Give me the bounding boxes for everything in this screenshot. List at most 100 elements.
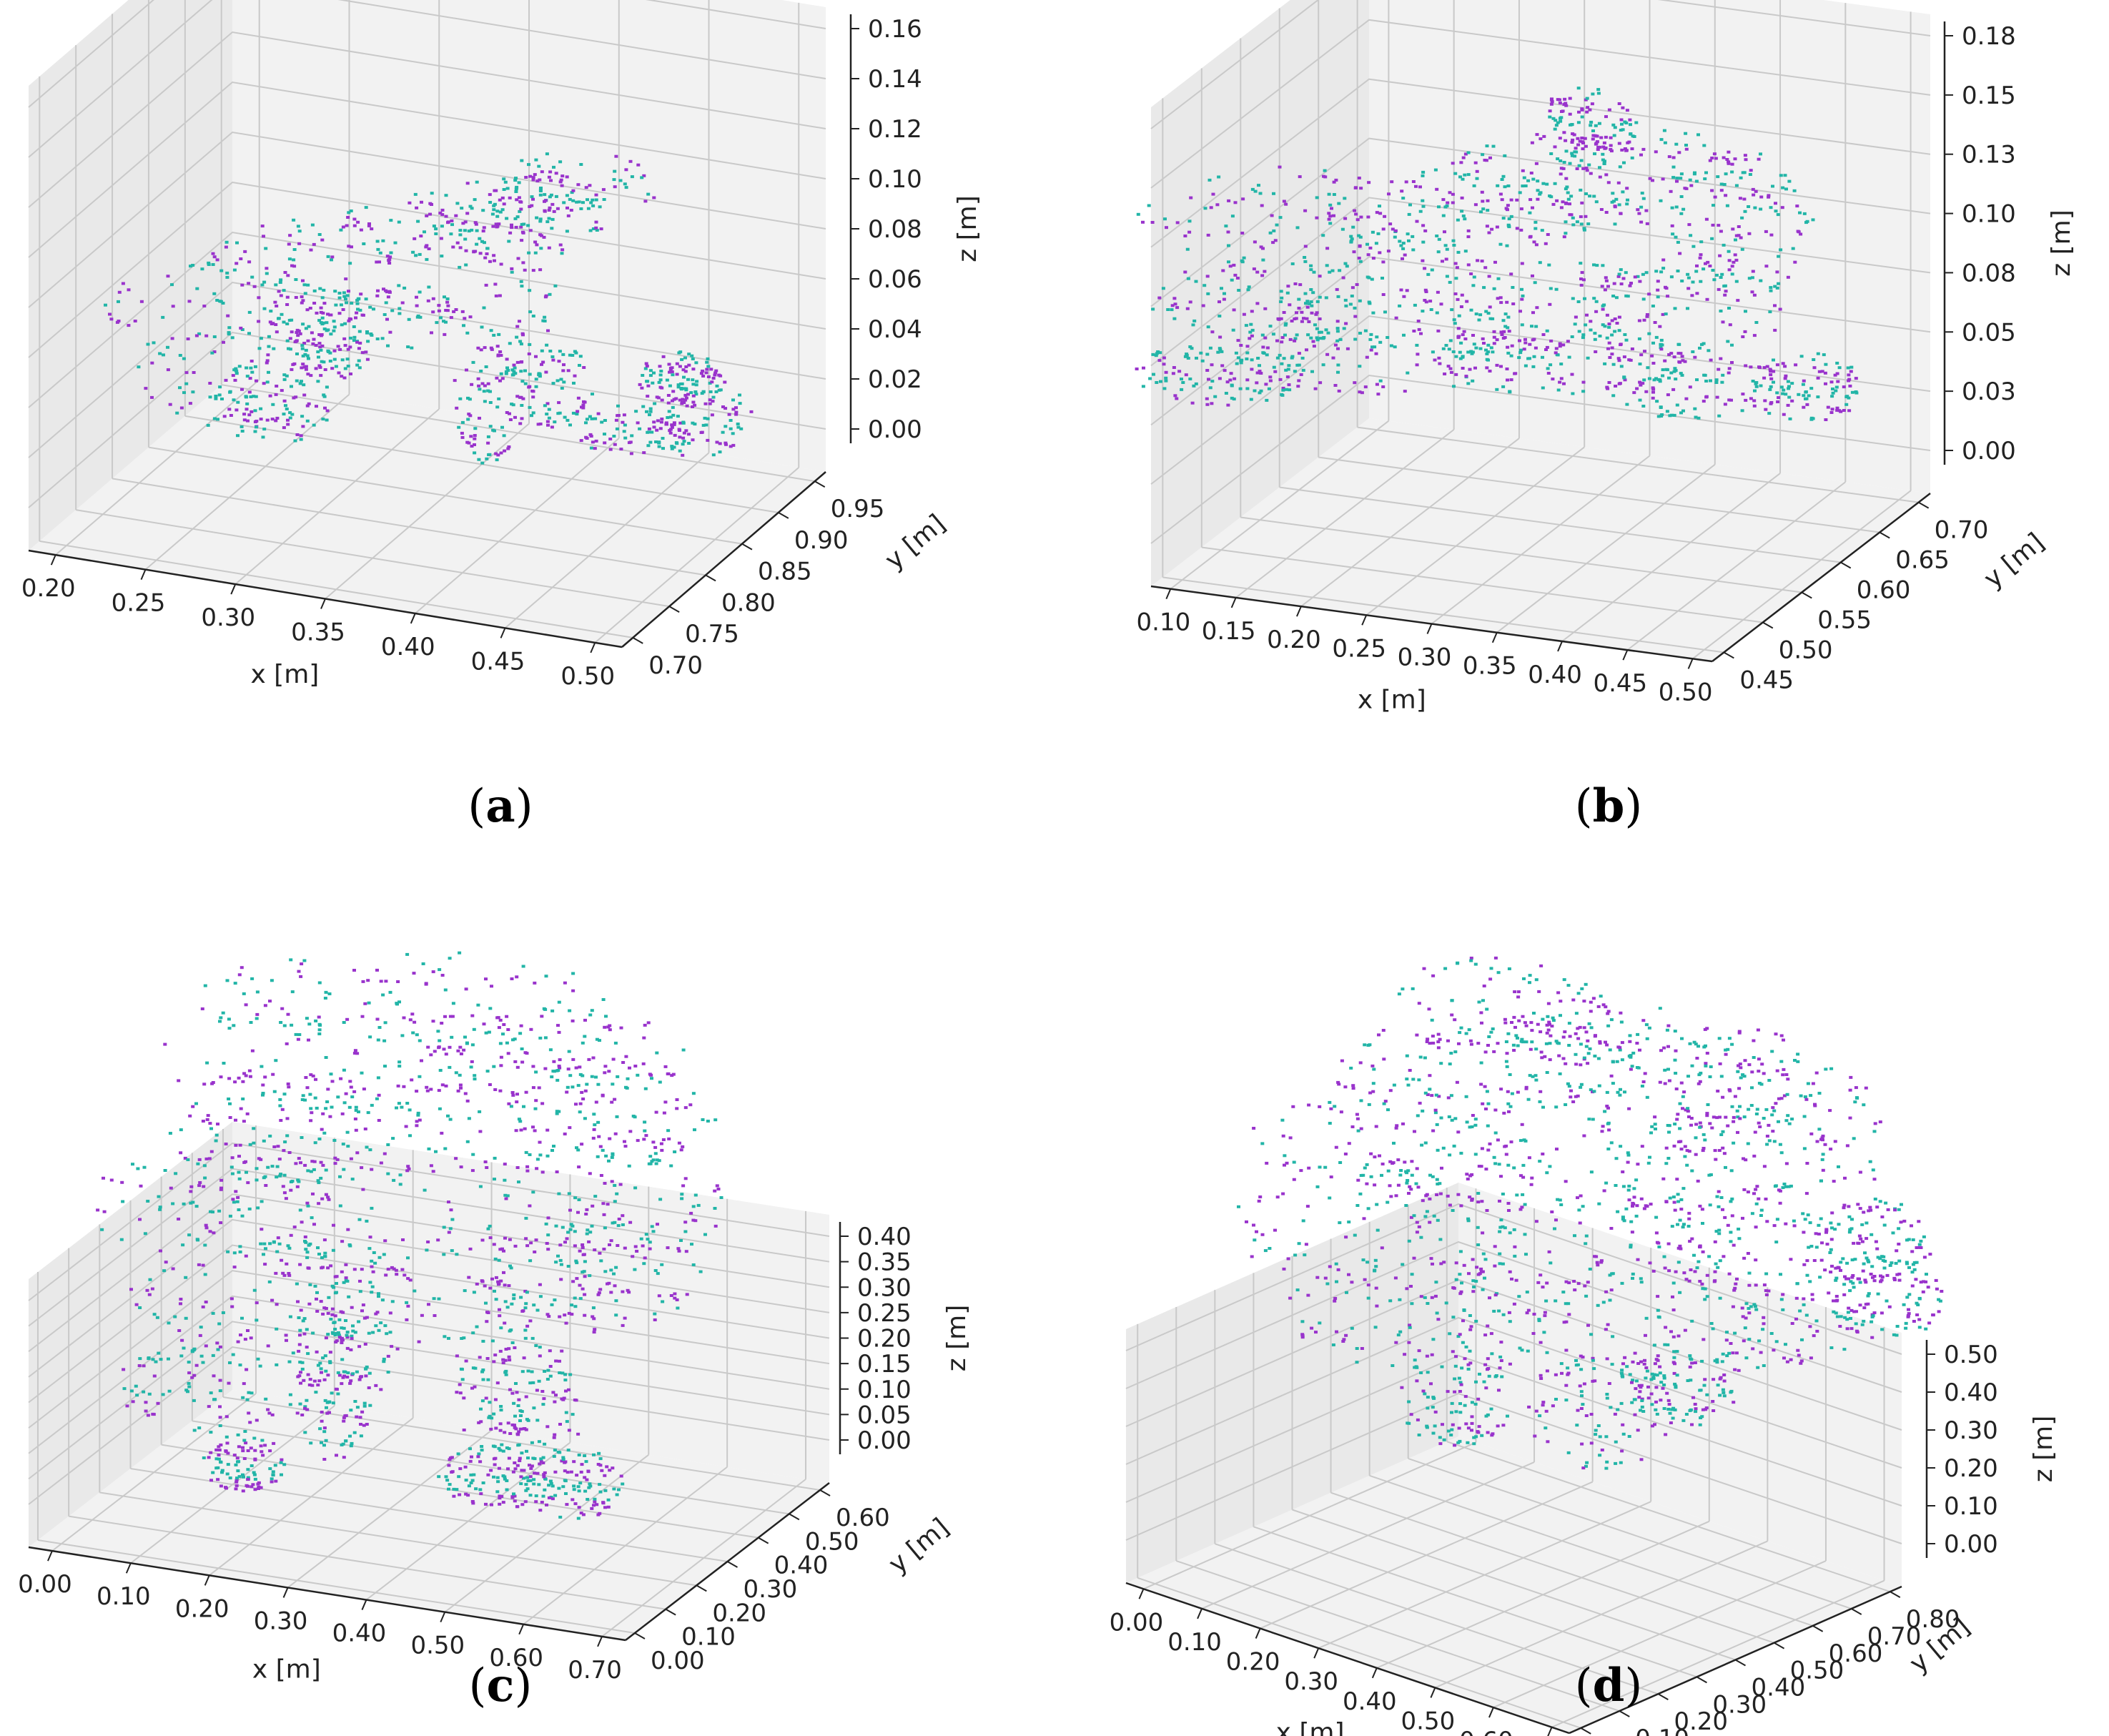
point [458, 1073, 462, 1077]
point [547, 1496, 551, 1499]
point [1190, 401, 1195, 405]
point [496, 1280, 500, 1283]
point [1437, 237, 1441, 241]
point [565, 206, 569, 209]
point [1471, 350, 1475, 354]
point [648, 440, 653, 444]
point [708, 398, 712, 402]
point [1644, 271, 1649, 275]
point [480, 1399, 485, 1403]
point [1816, 352, 1820, 355]
point [677, 1141, 681, 1145]
point [365, 1145, 369, 1149]
point [194, 1363, 199, 1367]
point [1453, 292, 1458, 295]
point [274, 323, 278, 326]
point [1767, 412, 1772, 415]
point [1614, 296, 1619, 300]
point [1371, 311, 1375, 315]
point [1618, 382, 1622, 385]
point [1423, 299, 1427, 302]
point [447, 1336, 450, 1340]
point [1671, 156, 1676, 159]
point [576, 396, 581, 400]
point [573, 1305, 578, 1308]
point [305, 308, 310, 312]
x-tick [1361, 614, 1368, 626]
grid-line [1150, 256, 1931, 426]
point [301, 363, 305, 366]
point [212, 1231, 216, 1235]
point [484, 1396, 488, 1400]
point [382, 1357, 386, 1361]
point [493, 1257, 498, 1261]
point [1656, 295, 1660, 299]
point [521, 1309, 525, 1313]
point [691, 1092, 696, 1095]
point [554, 1224, 558, 1228]
point [514, 187, 518, 190]
point [401, 1238, 405, 1241]
point [217, 1449, 222, 1451]
point [550, 1009, 555, 1012]
point [1298, 283, 1303, 287]
point [1559, 159, 1563, 162]
point [125, 1404, 129, 1408]
point [1656, 378, 1661, 381]
point [665, 423, 668, 426]
point [498, 1089, 503, 1093]
point [485, 252, 489, 255]
point [383, 1239, 387, 1243]
point [501, 1501, 505, 1504]
point [147, 1357, 151, 1361]
point [443, 1015, 447, 1018]
point [1510, 344, 1514, 347]
point [218, 1405, 222, 1409]
point [1318, 337, 1323, 340]
point [1849, 370, 1853, 373]
point [1358, 235, 1363, 239]
point [1528, 342, 1532, 346]
point [691, 421, 695, 425]
point [493, 1398, 498, 1401]
point [246, 419, 250, 423]
point [246, 1449, 250, 1452]
point [137, 365, 141, 369]
point [613, 1041, 618, 1045]
point [483, 241, 486, 245]
point [563, 1373, 568, 1376]
point [364, 297, 368, 301]
point [168, 1132, 172, 1135]
point [563, 1379, 568, 1382]
point [1551, 202, 1556, 206]
point [1711, 269, 1715, 272]
point [503, 180, 508, 184]
point [1318, 275, 1322, 278]
point [532, 1478, 536, 1481]
point [351, 1324, 355, 1328]
point [250, 370, 255, 374]
point [706, 357, 710, 360]
point [1613, 126, 1617, 129]
point [320, 316, 325, 320]
point [1625, 109, 1629, 112]
point [1549, 287, 1553, 290]
point [586, 1498, 590, 1501]
point [544, 294, 548, 297]
point [368, 305, 372, 309]
point [1610, 352, 1614, 356]
point [535, 179, 540, 183]
point [311, 1192, 315, 1195]
point [561, 1398, 565, 1401]
point [241, 1098, 245, 1100]
point [723, 407, 728, 410]
point [581, 403, 586, 407]
point [521, 333, 525, 337]
point [645, 365, 649, 368]
point [1669, 371, 1674, 375]
point [1560, 110, 1564, 113]
point [549, 193, 553, 197]
point [344, 1439, 348, 1443]
x-tick-label: 0.40 [381, 633, 435, 661]
point [267, 345, 271, 348]
